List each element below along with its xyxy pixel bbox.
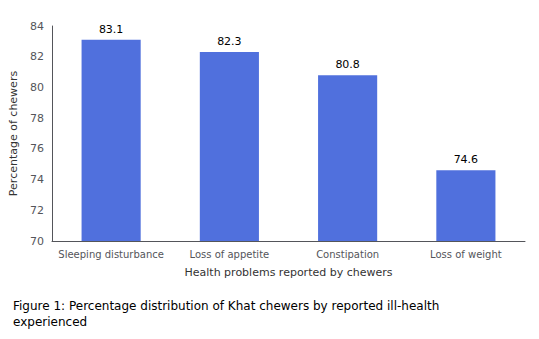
svg-text:80.8: 80.8 [335,58,360,71]
svg-text:Loss of appetite: Loss of appetite [190,249,270,260]
svg-text:78: 78 [30,112,44,125]
svg-text:70: 70 [30,235,44,248]
svg-text:72: 72 [30,204,44,217]
svg-text:76: 76 [30,142,44,155]
svg-text:84: 84 [30,20,44,33]
svg-text:experienced: experienced [13,315,87,329]
svg-text:Sleeping disturbance: Sleeping disturbance [58,249,164,260]
svg-text:82.3: 82.3 [217,35,242,48]
svg-text:Percentage of chewers: Percentage of chewers [7,71,20,197]
svg-text:Constipation: Constipation [316,249,379,260]
svg-text:82: 82 [30,50,44,63]
svg-text:Loss of weight: Loss of weight [430,249,502,260]
svg-text:Health problems reported by ch: Health problems reported by chewers [185,266,393,279]
svg-text:74: 74 [30,173,44,186]
svg-text:83.1: 83.1 [99,23,124,36]
svg-text:74.6: 74.6 [454,153,479,166]
svg-text:80: 80 [30,81,44,94]
svg-text:Figure 1: Percentage distribut: Figure 1: Percentage distribution of Kha… [13,299,439,313]
